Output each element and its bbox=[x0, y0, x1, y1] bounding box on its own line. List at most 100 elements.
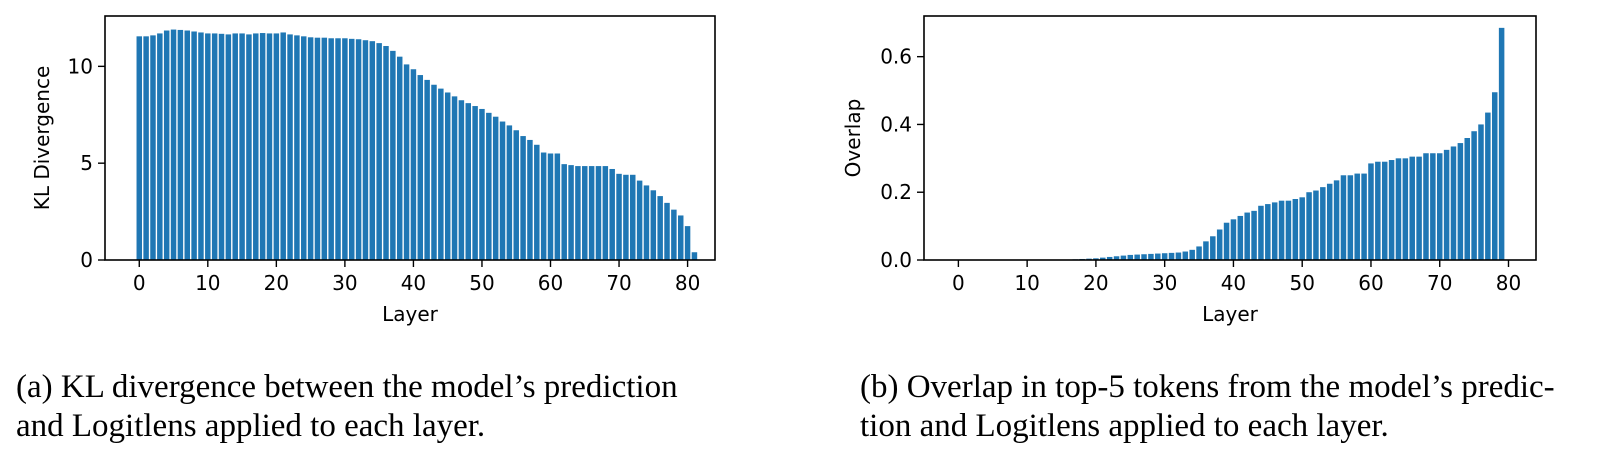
bar bbox=[205, 33, 211, 261]
bar bbox=[369, 41, 376, 260]
bar bbox=[410, 69, 417, 260]
bar bbox=[1450, 146, 1457, 260]
bar bbox=[1402, 158, 1409, 260]
bar bbox=[677, 215, 684, 260]
bar bbox=[1292, 199, 1299, 260]
bar bbox=[1485, 112, 1491, 260]
bar bbox=[1203, 241, 1209, 260]
bar bbox=[1368, 163, 1374, 260]
x-tick-label: 70 bbox=[1427, 271, 1452, 295]
y-axis-label: Overlap bbox=[841, 99, 865, 178]
bar bbox=[1313, 190, 1319, 260]
bar bbox=[520, 136, 526, 260]
bar bbox=[1375, 161, 1381, 260]
caption-a-line-1: (a) KL divergence between the model’s pr… bbox=[16, 369, 678, 405]
bar bbox=[650, 190, 657, 260]
bar bbox=[1443, 149, 1450, 260]
x-tick-label: 20 bbox=[1083, 271, 1108, 295]
bar bbox=[211, 33, 218, 261]
bar bbox=[225, 34, 232, 261]
x-tick-label: 70 bbox=[606, 271, 631, 295]
x-tick-label: 30 bbox=[1152, 271, 1177, 295]
bar bbox=[198, 32, 204, 261]
bar bbox=[424, 79, 430, 261]
caption-b-line-2: tion and Logitlens applied to each layer… bbox=[860, 408, 1389, 444]
bar bbox=[218, 33, 225, 260]
overlap-plot: 0 10 20 30 40 50 60 70 80 0.0 0.2 0.4 0.6 Layer Overla… bbox=[841, 15, 1537, 326]
bar bbox=[1423, 153, 1429, 260]
bar bbox=[403, 64, 410, 260]
x-tick-label: 40 bbox=[401, 271, 426, 295]
bar bbox=[568, 165, 574, 260]
y-tick-label: 0.0 bbox=[880, 248, 912, 272]
bar bbox=[636, 180, 643, 260]
bar bbox=[150, 35, 156, 261]
bar bbox=[1478, 124, 1484, 260]
bar bbox=[396, 56, 403, 260]
bar bbox=[1320, 187, 1326, 260]
bar bbox=[390, 50, 396, 260]
x-tick-label: 50 bbox=[469, 271, 494, 295]
bar bbox=[1299, 197, 1305, 260]
bar bbox=[486, 112, 492, 260]
bar bbox=[1306, 192, 1312, 260]
overlap-chart: 0 10 20 30 40 50 60 70 80 0.0 0.2 0.4 0.6 Layer Overla… bbox=[830, 0, 1618, 461]
bar bbox=[1230, 219, 1237, 260]
bar bbox=[294, 35, 300, 261]
bar bbox=[1258, 205, 1264, 260]
bar bbox=[191, 31, 197, 260]
bar bbox=[383, 46, 389, 260]
bar bbox=[630, 174, 636, 260]
x-tick-label: 0 bbox=[952, 271, 965, 295]
bar bbox=[1251, 210, 1257, 260]
bar bbox=[1216, 229, 1223, 260]
bar bbox=[472, 106, 478, 260]
bar bbox=[342, 38, 348, 260]
bar bbox=[1120, 255, 1127, 260]
bar bbox=[259, 33, 266, 260]
bar bbox=[253, 33, 259, 261]
bar bbox=[561, 164, 567, 260]
bar bbox=[513, 130, 519, 260]
bar bbox=[1361, 173, 1367, 260]
bar bbox=[1395, 158, 1402, 260]
bar bbox=[451, 96, 458, 261]
y-tick-label: 0.6 bbox=[880, 45, 912, 69]
bar bbox=[499, 121, 506, 260]
bar bbox=[1265, 204, 1271, 260]
x-tick-label: 50 bbox=[1289, 271, 1314, 295]
bar bbox=[321, 37, 328, 260]
bar bbox=[1210, 236, 1216, 260]
bar bbox=[1175, 252, 1182, 260]
bar bbox=[355, 39, 362, 260]
bar bbox=[301, 36, 307, 260]
bar bbox=[588, 166, 595, 260]
bar bbox=[307, 37, 314, 260]
x-tick-label: 60 bbox=[1358, 271, 1383, 295]
bar bbox=[431, 84, 437, 260]
bar bbox=[691, 252, 698, 260]
y-tick-label: 0.4 bbox=[880, 112, 912, 136]
plot-frame bbox=[923, 15, 1537, 261]
bar bbox=[1127, 254, 1134, 260]
bar bbox=[1471, 131, 1477, 260]
bar bbox=[479, 108, 485, 260]
x-tick-label: 60 bbox=[538, 271, 563, 295]
bar bbox=[1106, 256, 1113, 260]
caption-a-line-2: and Logitlens applied to each layer. bbox=[16, 408, 486, 444]
bar bbox=[438, 88, 444, 261]
bar bbox=[1113, 256, 1120, 260]
bar bbox=[246, 34, 252, 261]
caption-b-line-1: (b) Overlap in top-5 tokens from the mod… bbox=[860, 369, 1555, 405]
bar bbox=[1340, 175, 1347, 260]
y-tick-label: 10 bbox=[68, 54, 93, 78]
bar bbox=[643, 185, 650, 260]
bar bbox=[547, 153, 554, 260]
bar bbox=[444, 92, 451, 261]
bar bbox=[1388, 160, 1395, 260]
bar bbox=[1134, 254, 1140, 260]
bar bbox=[582, 166, 588, 260]
bar bbox=[1223, 222, 1230, 260]
bar bbox=[595, 166, 602, 260]
bar bbox=[623, 174, 629, 260]
